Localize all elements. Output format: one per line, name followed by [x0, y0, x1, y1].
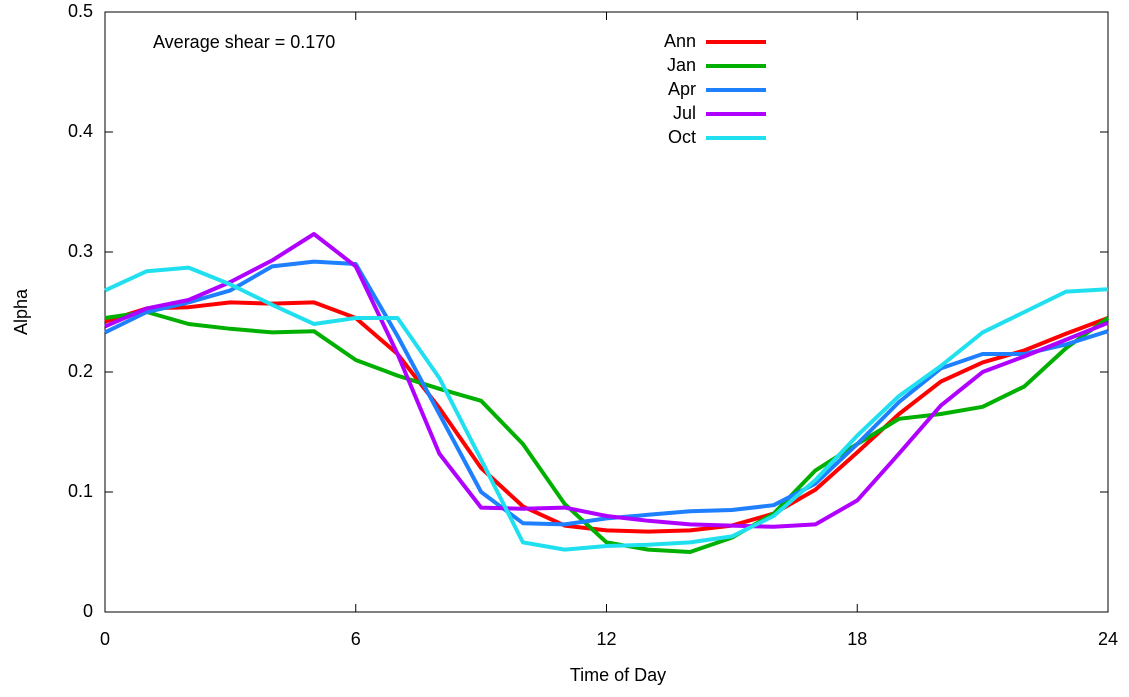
- legend-label: Apr: [668, 79, 696, 99]
- y-tick-label: 0.4: [68, 121, 93, 141]
- series-line: [104, 310, 1110, 554]
- series-line: [104, 300, 1109, 534]
- x-tick-label: 0: [100, 629, 110, 649]
- series-line: [104, 265, 1109, 552]
- y-tick-label: 0.2: [68, 361, 93, 381]
- annotation: Average shear = 0.170: [153, 32, 335, 52]
- series-line: [104, 232, 1109, 529]
- legend-label: Jul: [673, 103, 696, 123]
- y-tick-label: 0.5: [68, 1, 93, 21]
- x-tick-label: 24: [1098, 629, 1118, 649]
- y-tick-label: 0.1: [68, 481, 93, 501]
- legend-label: Jan: [667, 55, 696, 75]
- plot-frame: [104, 11, 1109, 613]
- x-tick-label: 12: [596, 629, 616, 649]
- legend-label: Oct: [668, 127, 696, 147]
- y-tick-label: 0.3: [68, 241, 93, 261]
- y-axis-label: Alpha: [11, 288, 31, 335]
- legend-label: Ann: [664, 31, 696, 51]
- x-axis-label: Time of Day: [570, 665, 666, 685]
- y-tick-label: 0: [83, 601, 93, 621]
- x-tick-label: 6: [351, 629, 361, 649]
- x-tick-label: 18: [847, 629, 867, 649]
